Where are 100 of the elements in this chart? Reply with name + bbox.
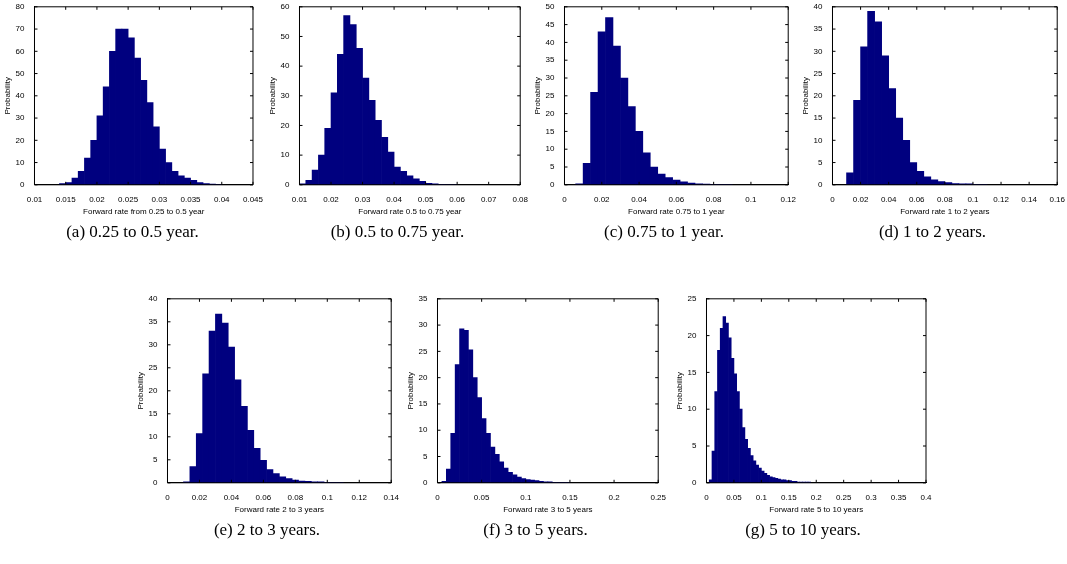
- y-tick-label: 30: [418, 320, 429, 330]
- x-tick-label: 0.12: [351, 492, 368, 502]
- y-tick-label: 40: [15, 91, 26, 100]
- x-tick-label: 0.08: [512, 194, 529, 204]
- y-tick-label: 40: [545, 37, 556, 47]
- x-axis-title: Forward rate 1 to 2 years: [900, 207, 990, 217]
- y-tick-label: 25: [545, 91, 556, 100]
- y-tick-label: 15: [148, 409, 159, 418]
- x-tick-label: 0.4: [920, 492, 933, 502]
- x-tick-label: 0: [435, 492, 441, 502]
- x-tick-label: 0.04: [223, 492, 240, 502]
- y-tick-label: 50: [280, 31, 291, 41]
- x-tick-label: 0.16: [1049, 194, 1066, 204]
- y-tick-label: 30: [813, 46, 824, 56]
- y-tick-label: 10: [418, 425, 429, 435]
- x-tick-label: 0.06: [908, 194, 926, 204]
- x-tick-label: 0.08: [937, 194, 954, 204]
- y-tick-label: 60: [15, 46, 26, 56]
- y-tick-label: 70: [15, 24, 26, 34]
- x-tick-label: 0.015: [55, 194, 77, 204]
- y-tick-label: 30: [15, 113, 26, 123]
- x-tick-label: 0.07: [480, 194, 498, 204]
- x-tick-label: 0.035: [180, 194, 202, 204]
- y-axis-title: Probability: [3, 77, 12, 115]
- x-tick-label: 0.045: [242, 194, 264, 204]
- y-axis-title: Probability: [136, 372, 145, 410]
- y-tick-label: 5: [692, 441, 698, 451]
- x-tick-label: 0: [562, 194, 568, 204]
- y-axis-title: Probability: [268, 77, 277, 115]
- x-tick-label: 0.12: [993, 194, 1010, 204]
- x-tick-label: 0.04: [880, 194, 898, 204]
- x-tick-label: 0.25: [835, 492, 853, 502]
- x-tick-label: 0.06: [449, 194, 466, 204]
- x-tick-label: 0.01: [291, 194, 308, 204]
- x-tick-label: 0.15: [562, 492, 579, 502]
- x-axis-title: Forward rate 0.75 to 1 year: [628, 207, 725, 217]
- x-tick-label: 0.02: [323, 194, 340, 204]
- y-tick-label: 35: [545, 55, 556, 65]
- y-tick-label: 0: [423, 478, 429, 487]
- y-tick-label: 20: [545, 108, 556, 118]
- x-tick-label: 0.08: [287, 492, 304, 502]
- y-tick-label: 20: [813, 91, 824, 100]
- x-tick-label: 0.1: [755, 492, 768, 502]
- y-tick-label: 0: [153, 478, 159, 487]
- y-tick-label: 30: [545, 73, 556, 83]
- x-axis-title: Forward rate 5 to 10 years: [769, 505, 864, 515]
- x-tick-label: 0.2: [608, 492, 621, 502]
- y-tick-label: 35: [148, 317, 159, 326]
- x-tick-label: 0.1: [321, 492, 334, 502]
- y-tick-label: 0: [692, 478, 698, 487]
- x-tick-label: 0.15: [781, 492, 798, 502]
- x-tick-label: 0.01: [26, 194, 43, 204]
- y-tick-label: 5: [550, 162, 556, 172]
- y-tick-label: 25: [418, 346, 429, 356]
- y-tick-label: 0: [550, 180, 556, 189]
- x-tick-label: 0.02: [852, 194, 869, 204]
- x-tick-label: 0.02: [594, 194, 611, 204]
- y-tick-label: 10: [813, 135, 824, 145]
- y-axis-title: Probability: [406, 372, 415, 410]
- x-tick-label: 0.04: [631, 194, 648, 204]
- text: (b) 0.5 to 0.75 year.: [329, 222, 466, 242]
- y-tick-label: 15: [813, 113, 824, 123]
- x-axis-title: Forward rate 0.5 to 0.75 year: [358, 207, 462, 217]
- y-tick-label: 40: [813, 2, 824, 11]
- y-tick-label: 0: [285, 180, 291, 189]
- x-tick-label: 0.04: [386, 194, 403, 204]
- y-tick-label: 10: [148, 432, 159, 441]
- text: (a) 0.25 to 0.5 year.: [65, 222, 200, 242]
- y-tick-label: 40: [280, 61, 291, 71]
- y-tick-label: 25: [687, 294, 698, 303]
- x-tick-label: 0: [704, 492, 710, 502]
- x-tick-label: 0.05: [417, 194, 434, 204]
- y-tick-label: 20: [687, 330, 698, 340]
- y-axis-title: Probability: [675, 372, 684, 410]
- text: (e) 2 to 3 years.: [212, 520, 322, 540]
- y-tick-label: 80: [15, 2, 26, 11]
- y-tick-label: 20: [280, 120, 291, 130]
- x-tick-label: 0.05: [726, 492, 743, 502]
- y-tick-label: 50: [15, 68, 26, 78]
- x-tick-label: 0.1: [520, 492, 532, 502]
- x-tick-label: 0.1: [745, 194, 758, 204]
- x-tick-label: 0.04: [213, 194, 231, 204]
- y-axis-title: Probability: [801, 77, 810, 115]
- x-tick-label: 0.25: [650, 492, 667, 502]
- x-axis-title: Forward rate 3 to 5 years: [503, 505, 593, 515]
- y-tick-label: 10: [545, 144, 556, 154]
- y-tick-label: 35: [418, 294, 429, 303]
- y-tick-label: 10: [15, 157, 26, 167]
- y-tick-label: 40: [148, 294, 159, 303]
- y-tick-label: 0: [20, 180, 26, 189]
- x-tick-label: 0.14: [1021, 194, 1038, 204]
- y-tick-label: 10: [687, 404, 698, 414]
- x-tick-label: 0.3: [865, 492, 878, 502]
- y-tick-label: 20: [418, 372, 429, 382]
- x-tick-label: 0.02: [191, 492, 208, 502]
- y-tick-label: 35: [813, 24, 824, 34]
- y-tick-label: 25: [148, 363, 159, 372]
- x-tick-label: 0.02: [89, 194, 106, 204]
- y-tick-label: 15: [418, 399, 429, 409]
- text: (d) 1 to 2 years.: [877, 222, 988, 242]
